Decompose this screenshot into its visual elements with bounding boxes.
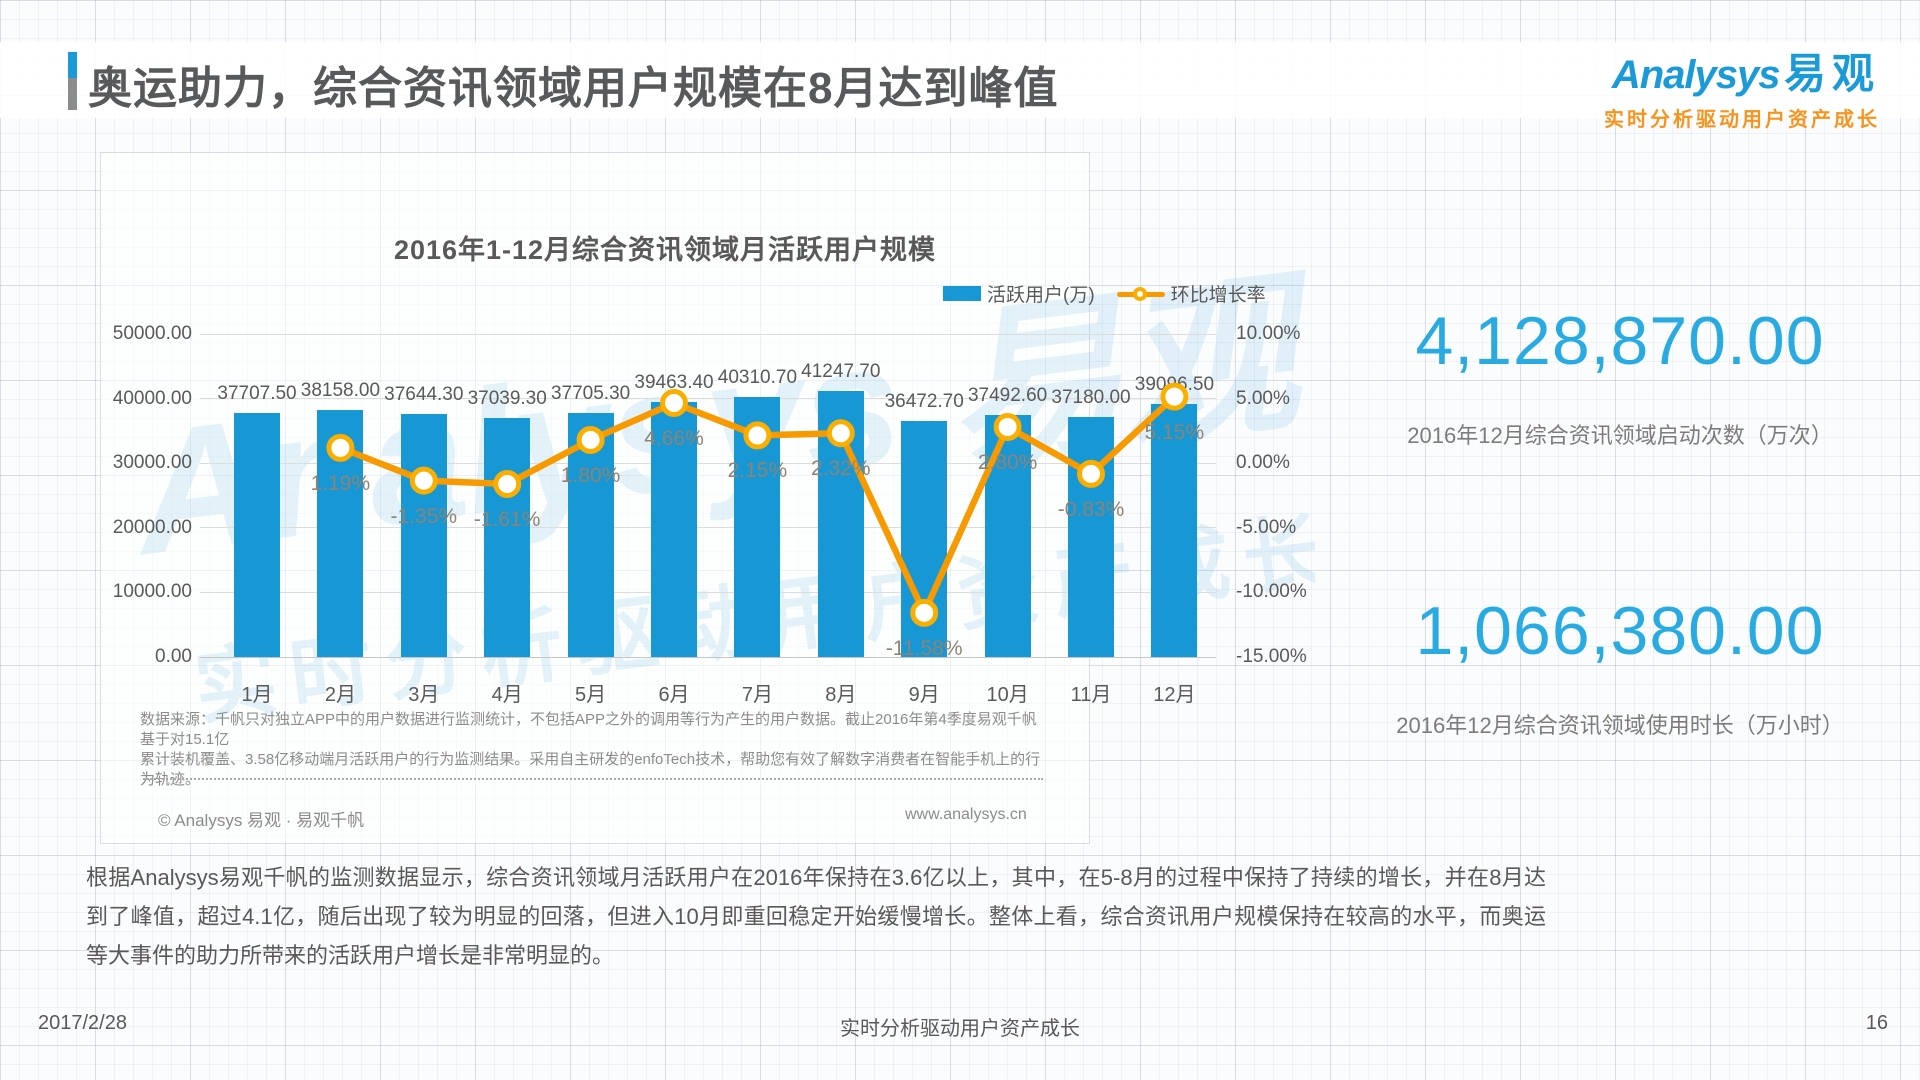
legend-bar-swatch-icon xyxy=(943,286,981,301)
x-axis-label: 7月 xyxy=(741,684,773,706)
header-band xyxy=(0,42,1920,118)
bar-value-label: 37707.50 xyxy=(217,383,297,405)
y-axis-left-tick: 10000.00 xyxy=(112,581,192,603)
bar-3月 xyxy=(400,413,447,657)
bar-9月 xyxy=(901,421,948,657)
legend-line-swatch-icon xyxy=(1116,286,1165,302)
growth-rate-label: 4.66% xyxy=(644,426,704,450)
bar-value-label: 39096.50 xyxy=(1134,374,1215,396)
footnote-line2: 累计装机覆盖、3.58亿移动端月活跃用户的行为监测结果。采用自主研发的enfoT… xyxy=(140,751,1041,788)
x-axis-label: 1月 xyxy=(241,684,273,706)
page-title: 奥运助力，综合资讯领域用户规模在8月达到峰值 xyxy=(88,64,1059,113)
analysis-paragraph: 根据Analysys易观千帆的监测数据显示，综合资讯领域月活跃用户在2016年保… xyxy=(86,865,1546,968)
logo-brand-cn: 易观 xyxy=(1783,50,1880,97)
x-axis-label: 4月 xyxy=(491,684,523,706)
x-axis-label: 11月 xyxy=(1070,684,1112,706)
bar-value-label: 41247.70 xyxy=(801,360,881,382)
bar-value-label: 40310.70 xyxy=(717,366,798,388)
bar-4月 xyxy=(484,417,531,657)
x-axis-label: 6月 xyxy=(658,684,690,706)
y-axis-left-tick: 0.00 xyxy=(155,646,192,667)
bar-value-label: 39463.40 xyxy=(634,372,714,394)
legend-item-bars: 活跃用户(万) xyxy=(943,280,1095,307)
dotted-divider xyxy=(143,778,1043,780)
x-axis-label: 5月 xyxy=(575,684,607,706)
title-accent-bar-blue xyxy=(68,52,77,78)
footer-page-number: 16 xyxy=(1865,1012,1888,1034)
gridline xyxy=(200,656,1216,658)
growth-rate-label: 2.32% xyxy=(811,457,871,481)
stat-usage-hours-value: 1,066,380.00 xyxy=(1415,593,1825,669)
bar-1月 xyxy=(234,413,280,657)
footer-date: 2017/2/28 xyxy=(38,1012,127,1034)
bar-5月 xyxy=(567,413,614,657)
x-axis-label: 3月 xyxy=(408,684,440,706)
x-axis-label: 2月 xyxy=(324,684,356,706)
growth-rate-label: 5.15% xyxy=(1144,420,1205,444)
y-axis-right-tick: -15.00% xyxy=(1236,646,1307,667)
growth-rate-label: 1.80% xyxy=(560,463,621,487)
y-axis-right-tick: 5.00% xyxy=(1236,387,1290,409)
website-link[interactable]: www.analysys.cn xyxy=(905,806,1027,823)
logo-brand-en: Analysys xyxy=(1611,53,1781,97)
y-axis-left-tick: 30000.00 xyxy=(112,452,192,474)
logo-tagline: 实时分析驱动用户资产成长 xyxy=(1604,109,1880,131)
y-axis-left-tick: 40000.00 xyxy=(112,387,192,409)
gridline xyxy=(200,333,1216,335)
y-axis-right-tick: -10.00% xyxy=(1236,581,1307,603)
y-axis-right-tick: 0.00% xyxy=(1236,452,1290,474)
legend-line-label: 环比增长率 xyxy=(1170,285,1266,306)
x-axis-label: 8月 xyxy=(825,684,857,706)
bar-8月 xyxy=(817,390,864,657)
analysys-logo: Analysys 易观 实时分析驱动用户资产成长 xyxy=(1560,40,1880,132)
title-accent-bar-gray xyxy=(68,78,77,110)
y-axis-left-tick: 20000.00 xyxy=(112,516,192,538)
copyright-text: © Analysys 易观 · 易观千帆 xyxy=(158,811,365,830)
growth-rate-label: -1.35% xyxy=(390,504,458,528)
y-axis-right-tick: -5.00% xyxy=(1236,516,1297,538)
growth-rate-label: -11.58% xyxy=(885,636,963,660)
x-axis-label: 9月 xyxy=(908,684,940,706)
footnote-line1: 数据来源：千帆只对独立APP中的用户数据进行监测统计，不包括APP之外的调用等行… xyxy=(140,711,1037,748)
footer-slogan: 实时分析驱动用户资产成长 xyxy=(840,1018,1080,1040)
growth-rate-label: -0.83% xyxy=(1057,497,1125,521)
growth-rate-label: -1.61% xyxy=(473,508,541,531)
stat-usage-hours: 1,066,380.00 2016年12月综合资讯领域使用时长（万小时） xyxy=(1340,592,1900,740)
legend-bar-label: 活跃用户(万) xyxy=(987,285,1095,306)
growth-rate-label: 2.15% xyxy=(727,459,788,483)
stat-launch-count-value: 4,128,870.00 xyxy=(1415,303,1825,379)
x-axis-label: 10月 xyxy=(986,684,1029,706)
bar-2月 xyxy=(317,410,364,657)
bar-7月 xyxy=(734,396,781,657)
growth-rate-label: 1.19% xyxy=(310,471,371,495)
stat-usage-hours-caption: 2016年12月综合资讯领域使用时长（万小时） xyxy=(1396,713,1844,738)
bar-11月 xyxy=(1068,416,1114,657)
stat-launch-count: 4,128,870.00 2016年12月综合资讯领域启动次数（万次） xyxy=(1340,302,1900,450)
growth-rate-label: 2.80% xyxy=(977,451,1038,475)
y-axis-left-tick: 50000.00 xyxy=(112,323,192,344)
y-axis-right-tick: 10.00% xyxy=(1236,323,1301,344)
chart-title: 2016年1-12月综合资讯领域月活跃用户规模 xyxy=(393,235,937,265)
chart-legend: 活跃用户(万) 环比增长率 xyxy=(943,280,1266,307)
legend-item-line: 环比增长率 xyxy=(1116,280,1266,307)
x-axis-label: 12月 xyxy=(1153,684,1196,706)
stat-launch-count-caption: 2016年12月综合资讯领域启动次数（万次） xyxy=(1407,423,1833,448)
data-source-footnote: 数据来源：千帆只对独立APP中的用户数据进行监测统计，不包括APP之外的调用等行… xyxy=(140,710,1045,790)
